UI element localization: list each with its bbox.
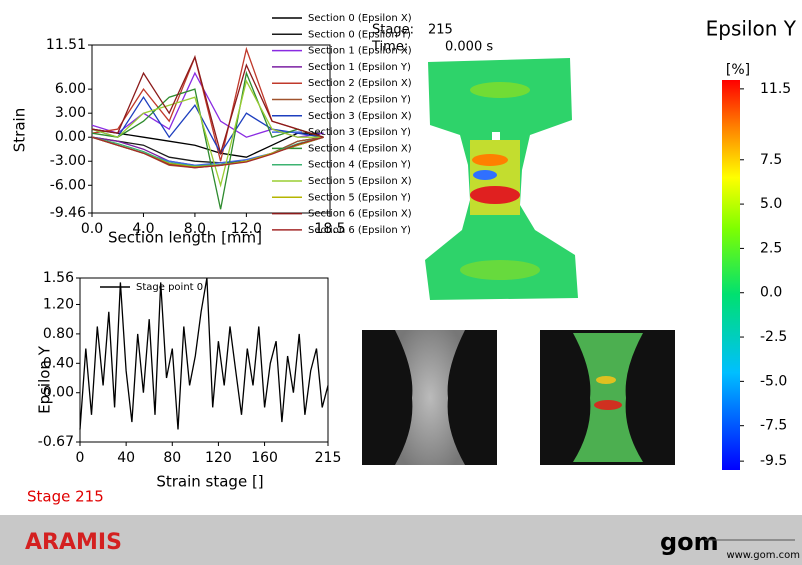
contour-image: [425, 58, 578, 300]
camera-image: [362, 330, 497, 465]
legend-label: Section 1 (Epsilon Y): [308, 62, 411, 73]
x-tick-label: 8.0: [184, 221, 206, 237]
legend-label: Section 1 (Epsilon X): [308, 46, 412, 57]
overlay-image: [540, 330, 675, 465]
legend-label: Section 6 (Epsilon Y): [308, 225, 411, 236]
x-axis-label: Strain stage []: [156, 473, 263, 491]
time-label: Time:: [371, 40, 408, 55]
y-tick-label: 0.00: [43, 385, 74, 401]
colorbar-tick-label: -5.0: [760, 373, 787, 389]
series-line: [91, 136, 324, 167]
y-tick-label: 1.20: [43, 296, 74, 312]
x-tick-label: 160: [251, 450, 278, 466]
legend-label: Section 6 (Epsilon X): [308, 209, 412, 220]
colorbar-tick-label: 2.5: [760, 240, 782, 256]
x-tick-label: 215: [315, 450, 342, 466]
y-tick-label: -0.67: [38, 434, 74, 450]
legend-label: Section 2 (Epsilon X): [308, 78, 412, 89]
x-tick-label: 0.0: [81, 221, 103, 237]
url: www.gom.com: [726, 550, 800, 561]
y-tick-label: 11.51: [46, 37, 86, 53]
plot-frame: [91, 44, 331, 214]
legend-label: Section 3 (Epsilon X): [308, 111, 412, 122]
y-tick-label: 0.80: [43, 326, 74, 342]
x-tick-label: 40: [117, 450, 135, 466]
y-axis-label: Strain: [11, 108, 29, 152]
colorbar-tick-label: -7.5: [760, 418, 787, 434]
y-tick-label: 1.56: [43, 270, 74, 286]
legend-label: Stage point 0: [136, 282, 203, 293]
series-line: [91, 79, 324, 188]
y-tick-label: 0.40: [43, 355, 74, 371]
x-axis-label: Section length [mm]: [108, 229, 262, 247]
legend-label: Section 5 (Epsilon X): [308, 176, 412, 187]
legend-label: Section 0 (Epsilon X): [308, 13, 412, 24]
legend-label: Section 0 (Epsilon Y): [308, 29, 411, 40]
series-line: [91, 55, 324, 156]
x-tick-label: 80: [163, 450, 181, 466]
stage-caption: Stage 215: [27, 488, 104, 506]
legend-label: Section 4 (Epsilon Y): [308, 160, 411, 171]
legend-label: Section 2 (Epsilon Y): [308, 95, 411, 106]
colorbar-tick-label: 7.5: [760, 152, 782, 168]
logo: gom: [660, 528, 719, 556]
colorbar-tick-label: 0.0: [760, 285, 782, 301]
colorbar-tick-label: 11.5: [760, 81, 791, 97]
y-tick-label: 3.00: [55, 105, 86, 121]
y-axis-label: Epsilon Y: [36, 345, 54, 414]
stage-label: Stage:: [372, 23, 414, 38]
legend-label: Section 4 (Epsilon X): [308, 143, 412, 154]
y-tick-label: -6.00: [50, 177, 86, 193]
x-tick-label: 12.0: [231, 221, 262, 237]
colorbar-title: Epsilon Y: [706, 17, 797, 41]
y-tick-label: -9.46: [50, 205, 86, 221]
x-tick-label: 4.0: [132, 221, 154, 237]
legend-label: Section 5 (Epsilon Y): [308, 192, 411, 203]
colorbar: [722, 80, 740, 470]
plot-frame: [79, 277, 329, 443]
series-line: [91, 136, 324, 169]
series-line: [79, 277, 329, 430]
x-tick-label: 120: [205, 450, 232, 466]
brand: ARAMIS: [25, 530, 122, 555]
time-value: 0.000 s: [445, 40, 493, 55]
colorbar-tick-label: -9.5: [760, 453, 787, 469]
footer-bar: [0, 515, 802, 565]
series-line: [91, 95, 324, 155]
colorbar-tick-label: -2.5: [760, 329, 787, 345]
colorbar-tick-label: 5.0: [760, 196, 782, 212]
stage-value: 215: [428, 23, 453, 38]
x-tick-label: 0: [76, 450, 85, 466]
y-tick-label: 0.00: [55, 129, 86, 145]
x-tick-label: 18.5: [314, 221, 345, 237]
y-tick-label: 6.00: [55, 81, 86, 97]
y-tick-label: -3.00: [50, 153, 86, 169]
legend-label: Section 3 (Epsilon Y): [308, 127, 411, 138]
colorbar-unit: [%]: [726, 62, 750, 78]
